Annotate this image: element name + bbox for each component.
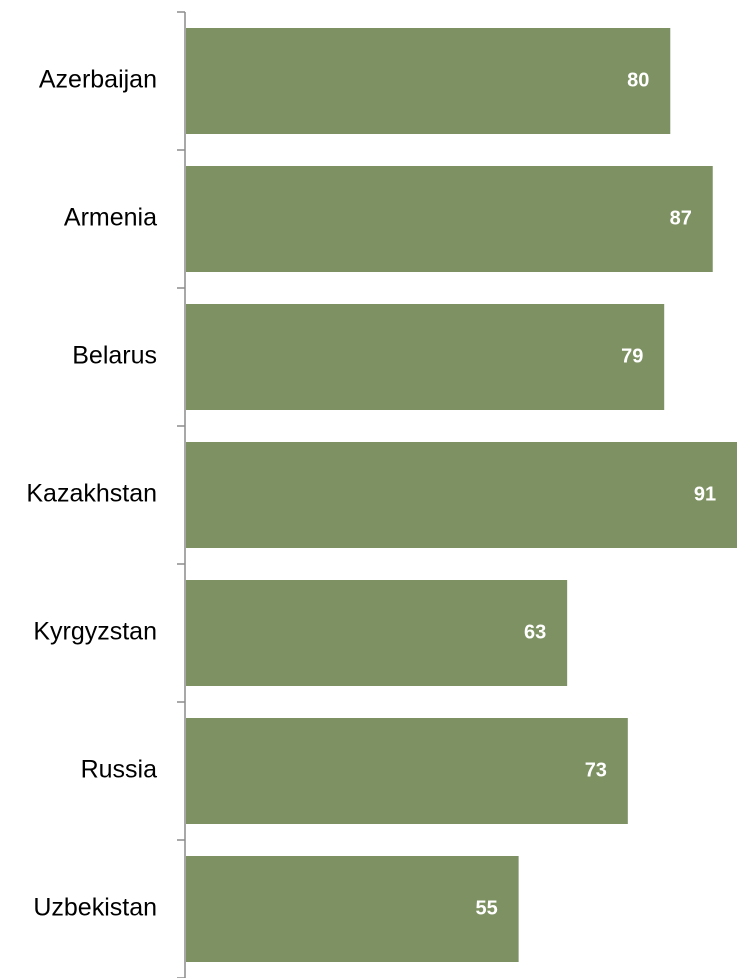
data-label: 91	[694, 483, 716, 505]
category-label: Belarus	[72, 342, 157, 370]
category-label: Armenia	[64, 204, 157, 232]
category-label: Russia	[81, 756, 158, 784]
category-label: Azerbaijan	[39, 66, 157, 94]
data-label: 80	[627, 69, 649, 91]
category-label: Kazakhstan	[26, 480, 157, 508]
data-label: 87	[670, 207, 692, 229]
category-label: Uzbekistan	[33, 894, 157, 922]
data-label: 79	[621, 345, 643, 367]
bar-uzbekistan	[186, 856, 519, 962]
bar-azerbaijan	[186, 28, 671, 134]
bar-kyrgyzstan	[186, 580, 568, 686]
data-label: 73	[585, 759, 607, 781]
bar-russia	[186, 718, 628, 824]
bar-kazakhstan	[186, 442, 737, 548]
category-label: Kyrgyzstan	[33, 618, 157, 646]
data-label: 55	[476, 897, 498, 919]
bar-armenia	[186, 166, 713, 272]
data-label: 63	[524, 621, 546, 643]
bar-belarus	[186, 304, 665, 410]
